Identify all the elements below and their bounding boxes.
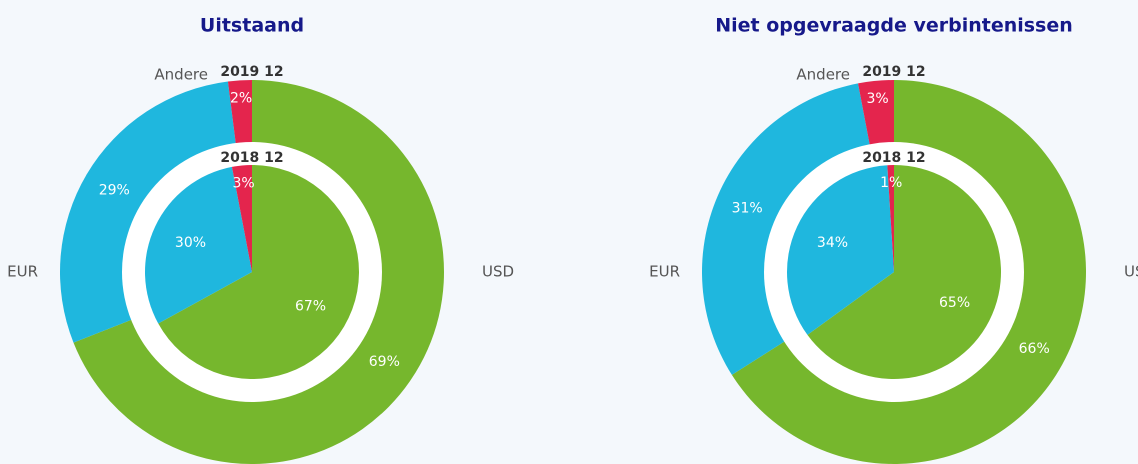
slice-label: 3% [867,91,889,107]
ring-label: 2018 12 [862,150,925,166]
category-label: EUR [649,263,680,281]
slice-label: 30% [175,235,206,251]
slice-label: 65% [939,295,970,311]
slice-label: 29% [99,183,130,199]
slice-label: 69% [369,354,400,370]
chart-title: Niet opgevraagde verbintenissen [715,15,1073,37]
slice-label: 34% [817,235,848,251]
slice-label: 67% [295,299,326,315]
slice-label: 1% [880,175,902,191]
slice-label: 3% [233,175,255,191]
pie-slice [231,165,252,272]
pie-slice [158,165,360,379]
category-label: USD [1124,263,1138,281]
pie-slice [145,166,252,324]
chart-title: Uitstaand [200,15,304,37]
category-label: USD [482,263,514,281]
pie-slice [807,165,1001,379]
ring-label: 2019 12 [862,64,925,80]
category-label: Andere [154,66,208,84]
ring-label: 2019 12 [220,64,283,80]
ring-label: 2018 12 [220,150,283,166]
slice-label: 2% [230,90,252,106]
category-label: Andere [796,66,850,84]
slice-label: 31% [732,200,763,216]
category-label: EUR [7,263,38,281]
slice-label: 66% [1019,341,1050,357]
pie-slice [787,165,894,335]
pie-slice [887,165,894,272]
